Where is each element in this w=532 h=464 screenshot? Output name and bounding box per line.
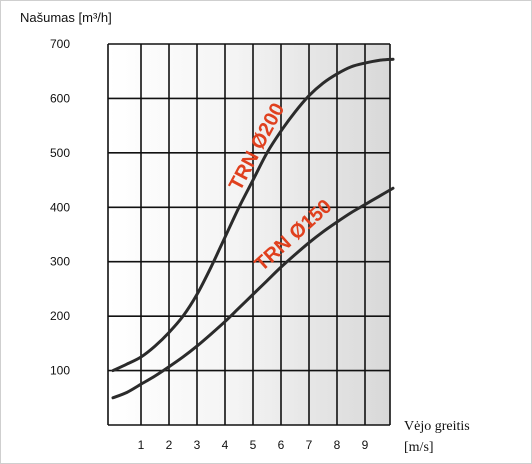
y-tick-label: 100 [50,364,70,378]
y-tick-label: 500 [50,146,70,160]
x-tick-label: 8 [334,438,341,452]
y-tick-label: 200 [50,309,70,323]
series-lines [111,57,395,400]
x-tick-label: 9 [362,438,369,452]
x-tick-label: 3 [194,438,201,452]
x-tick-label: 5 [250,438,257,452]
plot-background [108,44,390,425]
x-axis-label: Vėjo greitis [404,419,470,434]
y-tick-label: 300 [50,255,70,269]
grid [107,43,391,426]
y-tick-label: 600 [50,91,70,105]
x-tick-label: 7 [306,438,313,452]
series-line-trn150 [111,186,395,400]
y-axis-label: Našumas [m³/h] [20,10,112,25]
x-tick-label: 1 [138,438,145,452]
x-tick-label: 4 [222,438,229,452]
series-line-trn200 [111,57,395,373]
y-tick-label: 400 [50,200,70,214]
y-tick-label: 700 [50,37,70,51]
x-axis-unit: [m/s] [404,440,434,455]
x-tick-label: 6 [278,438,285,452]
tick-labels: 100 200 300 400 500 600 700 1 2 3 4 5 6 7 8 9 [50,37,369,452]
x-tick-label: 2 [166,438,173,452]
